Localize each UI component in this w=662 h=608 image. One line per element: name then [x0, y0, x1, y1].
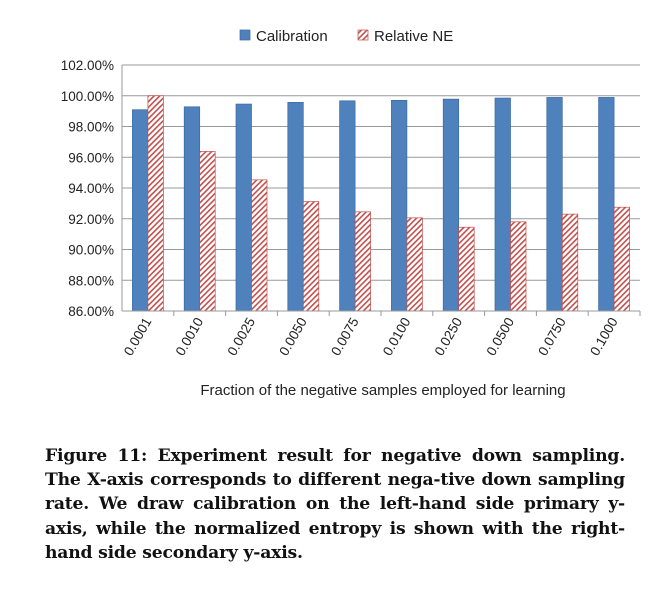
bar-relative-ne — [458, 226, 475, 312]
bar-calibration — [235, 103, 252, 312]
bar-relative-ne — [561, 213, 579, 312]
bar-calibration — [546, 97, 563, 312]
bar-relative-ne — [251, 179, 268, 312]
legend-swatch — [357, 29, 369, 41]
y-tick-label: 90.00% — [68, 243, 114, 258]
bar-calibration — [391, 100, 408, 312]
x-tick-label: 0.0250 — [432, 315, 466, 358]
bar-calibration — [287, 102, 304, 312]
bar-relative-ne — [147, 95, 164, 312]
figure-caption: Figure 11: Experiment result for negativ… — [45, 444, 625, 565]
x-tick-label: 0.0010 — [173, 315, 207, 358]
y-tick-label: 98.00% — [68, 120, 114, 135]
x-tick-label: 0.0050 — [276, 315, 310, 358]
caption-text: Experiment result for negative down samp… — [45, 446, 625, 563]
bar-relative-ne — [510, 221, 527, 312]
caption-label: Figure 11: — [45, 446, 148, 466]
bar-relative-ne — [406, 217, 423, 312]
y-tick-label: 102.00% — [61, 58, 114, 73]
bar-chart: 86.00% 88.00% 90.00% 92.00% 94.00% 96.00% 98.0… — [61, 28, 641, 399]
x-tick-label: 0.0500 — [483, 315, 517, 358]
x-tick-label: 0.0025 — [224, 315, 258, 358]
bar-relative-ne — [613, 206, 630, 312]
x-axis-label: Fraction of the negative samples employe… — [200, 382, 565, 399]
x-tick-label: 0.0750 — [535, 315, 569, 358]
bar-calibration — [132, 109, 149, 312]
legend-swatch — [239, 29, 251, 41]
bar-relative-ne — [302, 201, 320, 312]
y-tick-label: 100.00% — [61, 89, 114, 104]
bar-calibration — [598, 97, 615, 312]
y-tick-label: 92.00% — [68, 212, 114, 227]
x-tick-label: 0.1000 — [587, 315, 621, 358]
x-tick-label: 0.0100 — [380, 315, 414, 358]
bar-calibration — [183, 106, 201, 312]
legend-label: Calibration — [256, 28, 328, 45]
bar-calibration — [442, 98, 460, 312]
y-tick-label: 88.00% — [68, 273, 114, 288]
x-tick-label: 0.0001 — [121, 315, 155, 358]
y-tick-label: 94.00% — [68, 181, 114, 196]
bar-calibration — [494, 97, 511, 312]
x-tick-label: 0.0075 — [328, 315, 362, 358]
y-tick-label: 96.00% — [68, 150, 114, 165]
bar-relative-ne — [199, 151, 216, 312]
bar-calibration — [339, 100, 356, 312]
y-tick-label: 86.00% — [68, 304, 114, 319]
legend-label: Relative NE — [374, 28, 453, 45]
bar-relative-ne — [354, 211, 371, 312]
